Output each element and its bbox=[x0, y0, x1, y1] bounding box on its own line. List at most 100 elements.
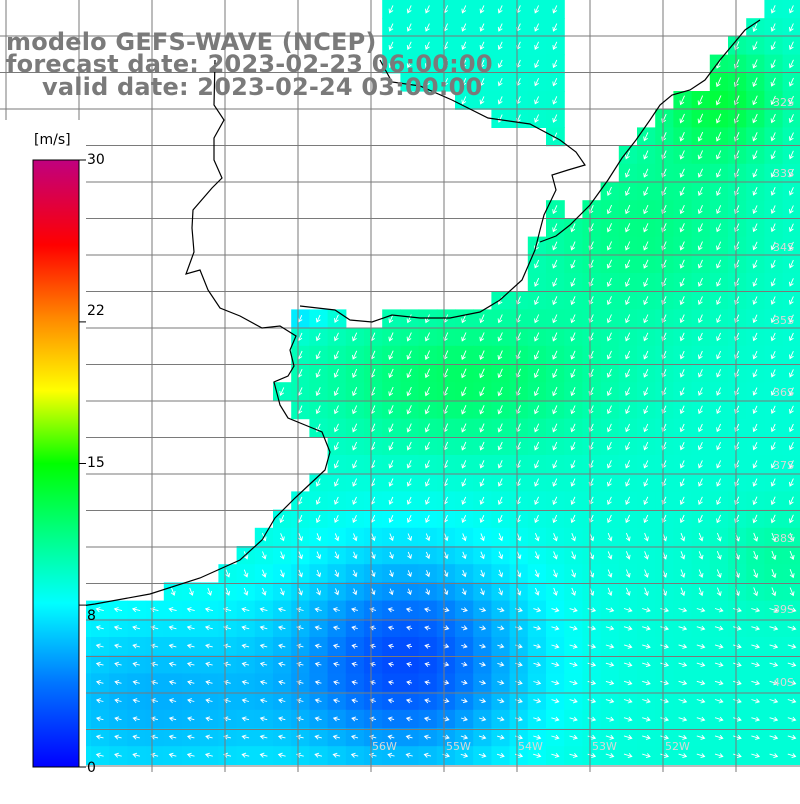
wind-arrow bbox=[277, 625, 286, 631]
wind-arrow bbox=[132, 716, 140, 722]
wind-arrow bbox=[770, 132, 776, 142]
wind-arrow bbox=[570, 314, 576, 324]
colorbar-tick-0: 0 bbox=[87, 760, 96, 776]
wind-arrow bbox=[715, 95, 722, 106]
wind-arrow bbox=[716, 532, 722, 542]
wind-arrow bbox=[643, 350, 649, 360]
wind-arrow bbox=[205, 734, 213, 740]
wind-arrow bbox=[679, 387, 685, 396]
wind-arrow bbox=[461, 350, 467, 360]
wind-arrow bbox=[168, 716, 177, 722]
wind-arrow bbox=[697, 296, 703, 305]
wind-arrow bbox=[587, 643, 597, 649]
wind-arrow bbox=[479, 41, 485, 50]
wind-arrow bbox=[679, 259, 685, 269]
wind-arrow bbox=[461, 332, 467, 342]
wind-arrow bbox=[679, 241, 685, 251]
wind-arrow bbox=[533, 734, 542, 740]
wind-arrow bbox=[752, 460, 758, 469]
wind-arrow bbox=[516, 551, 522, 560]
wind-arrow bbox=[332, 607, 340, 613]
wind-arrow bbox=[406, 661, 413, 668]
wind-arrow bbox=[516, 587, 522, 596]
wind-arrow bbox=[534, 478, 540, 487]
wind-arrow bbox=[298, 533, 303, 542]
wind-arrow bbox=[170, 587, 176, 596]
wind-arrow bbox=[479, 23, 485, 32]
wind-arrow bbox=[770, 314, 776, 324]
wind-arrow bbox=[697, 113, 704, 124]
wind-arrow bbox=[370, 551, 376, 560]
wind-arrow bbox=[679, 332, 685, 342]
wind-arrow bbox=[423, 752, 432, 758]
wind-arrow bbox=[461, 460, 467, 469]
wind-arrow bbox=[479, 588, 485, 596]
wind-arrow bbox=[534, 332, 540, 342]
wind-arrow bbox=[643, 478, 649, 487]
wind-arrow bbox=[642, 716, 651, 722]
wind-arrow bbox=[696, 734, 706, 740]
wind-arrow bbox=[533, 607, 542, 613]
wind-arrow bbox=[461, 698, 468, 704]
wind-arrow bbox=[787, 662, 797, 668]
wind-arrow bbox=[714, 716, 724, 722]
wind-arrow bbox=[352, 515, 358, 523]
wind-arrow bbox=[770, 278, 776, 287]
wind-arrow bbox=[752, 259, 758, 269]
wind-arrow bbox=[314, 698, 322, 704]
wind-arrow bbox=[697, 442, 703, 451]
wind-arrow bbox=[697, 514, 703, 524]
wind-arrow bbox=[752, 423, 758, 433]
wind-arrow bbox=[605, 734, 615, 740]
wind-arrow bbox=[333, 405, 339, 415]
lat-label: 33S bbox=[773, 167, 794, 180]
wind-arrow bbox=[642, 698, 651, 704]
wind-arrow bbox=[643, 332, 649, 342]
wind-arrow bbox=[552, 478, 558, 487]
wind-arrow bbox=[552, 460, 558, 469]
wind-arrow bbox=[424, 460, 430, 469]
wind-arrow bbox=[406, 460, 412, 469]
wind-arrow bbox=[479, 386, 485, 397]
wind-arrow bbox=[697, 168, 704, 178]
wind-arrow bbox=[769, 662, 779, 668]
wind-arrow bbox=[534, 587, 540, 596]
wind-arrow bbox=[480, 569, 485, 578]
wind-arrow bbox=[187, 716, 195, 722]
wind-arrow bbox=[696, 753, 706, 759]
wind-arrow bbox=[770, 259, 776, 269]
wind-arrow bbox=[770, 5, 776, 14]
wind-arrow bbox=[461, 496, 467, 505]
wind-arrow bbox=[569, 607, 578, 613]
wind-arrow bbox=[534, 59, 540, 69]
wind-arrow bbox=[752, 405, 758, 414]
wind-arrow bbox=[388, 23, 394, 32]
wind-arrow bbox=[425, 496, 430, 505]
wind-arrow bbox=[587, 607, 597, 613]
wind-arrow bbox=[241, 625, 250, 631]
wind-arrow bbox=[259, 734, 268, 740]
wind-arrow bbox=[114, 752, 122, 758]
wind-arrow bbox=[770, 77, 776, 87]
wind-arrow bbox=[497, 625, 505, 631]
wind-arrow bbox=[788, 168, 794, 178]
wind-arrow bbox=[352, 460, 358, 469]
wind-arrow bbox=[679, 150, 685, 160]
wind-arrow bbox=[406, 23, 412, 32]
wind-arrow bbox=[714, 643, 724, 649]
wind-arrow bbox=[552, 569, 558, 578]
wind-arrow bbox=[406, 332, 412, 342]
wind-arrow bbox=[769, 753, 779, 759]
wind-arrow bbox=[424, 423, 430, 433]
wind-arrow bbox=[716, 314, 722, 324]
wind-arrow bbox=[570, 478, 576, 487]
wind-arrow bbox=[625, 514, 631, 524]
wind-arrow bbox=[552, 241, 558, 251]
wind-arrow bbox=[752, 205, 758, 214]
wind-arrow bbox=[716, 350, 722, 360]
wind-arrow bbox=[479, 661, 487, 667]
wind-arrow bbox=[697, 131, 704, 142]
wind-arrow bbox=[388, 386, 394, 397]
wind-arrow bbox=[334, 496, 339, 505]
wind-arrow bbox=[406, 41, 412, 50]
